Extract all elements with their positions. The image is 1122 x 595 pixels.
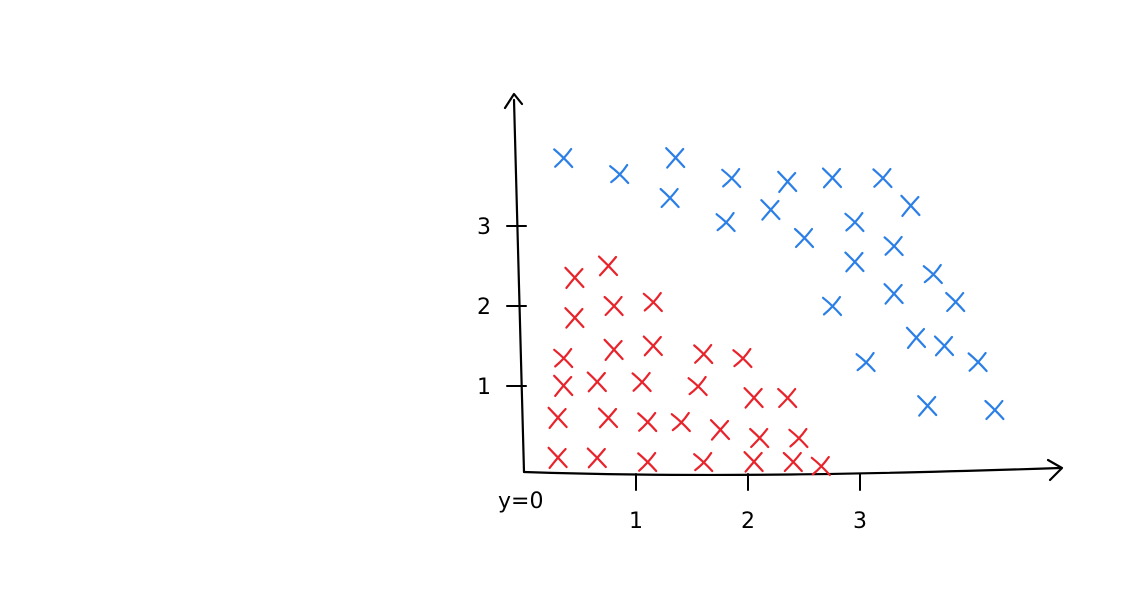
data-point-x-mark (670, 411, 691, 433)
origin-label: y=0 (498, 489, 543, 514)
x-axis-line (522, 466, 1062, 477)
data-point-x-mark (693, 451, 714, 473)
data-point-x-mark (693, 343, 714, 365)
data-point-x-mark (547, 446, 568, 469)
y-axis-ticks: 1 2 3 (477, 215, 527, 400)
data-point-x-mark (609, 163, 630, 185)
y-axis-arrowhead (503, 92, 524, 110)
data-point-x-mark (777, 387, 798, 409)
x-tick-label: 3 (853, 509, 867, 534)
data-point-x-mark (631, 371, 652, 393)
y-tick-label: 2 (477, 295, 491, 320)
data-point-x-mark (883, 235, 904, 257)
data-point-x-mark (659, 187, 680, 209)
y-tick-label: 3 (477, 215, 491, 240)
data-point-x-mark (743, 387, 764, 409)
data-point-x-mark (905, 326, 927, 349)
data-point-x-mark (687, 375, 708, 397)
data-point-x-mark (721, 167, 742, 189)
data-point-x-mark (597, 255, 619, 277)
data-point-x-mark (642, 291, 663, 313)
data-point-x-mark (586, 447, 607, 469)
data-point-x-mark (597, 407, 619, 429)
data-point-x-mark (749, 427, 770, 449)
x-tick-label: 2 (741, 509, 755, 534)
data-point-x-mark (603, 295, 624, 317)
data-point-x-mark (883, 283, 904, 305)
data-point-x-mark (553, 147, 574, 169)
x-axis-arrowhead (1046, 458, 1064, 482)
data-point-x-mark (743, 451, 764, 473)
data-point-x-mark (709, 419, 731, 441)
data-point-x-mark (665, 147, 686, 169)
data-point-x-mark (715, 211, 736, 233)
data-point-x-mark (782, 451, 803, 473)
data-point-x-mark (810, 455, 831, 477)
data-point-x-mark (603, 338, 624, 361)
data-point-x-mark (933, 335, 955, 357)
data-point-x-mark (788, 427, 809, 449)
chart-axes (503, 92, 1064, 482)
data-point-x-mark (821, 167, 843, 189)
data-point-x-mark (564, 307, 585, 329)
y-tick-label: 1 (477, 375, 491, 400)
x-axis-ticks: 1 2 3 (629, 473, 867, 534)
data-point-x-mark (844, 251, 865, 273)
data-point-x-mark (821, 295, 843, 317)
data-point-x-mark (984, 399, 1005, 421)
y-axis-line (512, 98, 526, 474)
data-point-x-mark (945, 291, 966, 313)
data-point-x-mark (922, 263, 943, 285)
data-point-x-mark (553, 374, 574, 397)
data-point-x-mark (637, 451, 658, 473)
data-point-x-mark (547, 406, 568, 429)
data-point-x-mark (844, 211, 865, 233)
data-point-x-mark (564, 266, 585, 289)
data-point-x-mark (637, 411, 658, 433)
data-point-x-mark (855, 351, 876, 373)
data-point-x-mark (642, 335, 663, 357)
data-point-x-mark (872, 167, 893, 189)
data-point-x-mark (732, 347, 753, 369)
x-tick-label: 1 (629, 509, 643, 534)
data-point-x-mark (917, 395, 938, 417)
data-point-x-mark (760, 199, 781, 221)
data-point-x-mark (586, 371, 607, 393)
data-point-x-mark (967, 351, 988, 373)
data-point-x-mark (553, 347, 574, 369)
data-point-x-mark (793, 227, 815, 249)
data-point-x-mark (777, 170, 798, 193)
data-points (547, 147, 1005, 477)
data-point-x-mark (900, 194, 921, 217)
